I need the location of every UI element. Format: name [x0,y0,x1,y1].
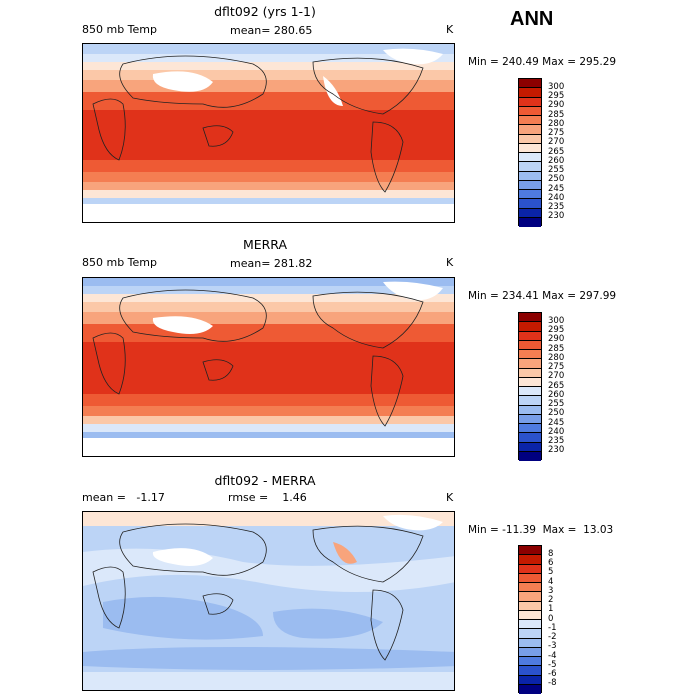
panel3-colorbar [518,545,542,694]
colorbar-tick-label: -8 [548,678,557,688]
colorbar-tick-label: 280 [548,353,565,363]
panel1-title: dflt092 (yrs 1-1) [214,4,316,19]
colorbar-tick-label: 250 [548,408,565,418]
colorbar-tick-label: 240 [548,193,565,203]
colorbar-tick-label: 275 [548,362,565,372]
panel3-mean-label: mean = -1.17 [82,491,165,504]
colorbar-tick-label: 4 [548,577,554,587]
panel2-temperature-map [82,277,455,457]
panel2-unit-label: K [446,256,454,269]
panel1-minmax: Min = 240.49 Max = 295.29 [468,56,617,68]
colorbar-tick-label: 260 [548,156,565,166]
colorbar-tick-label: -3 [548,641,557,651]
panel3-title: dflt092 - MERRA [214,473,316,488]
colorbar-tick-label: 290 [548,100,565,110]
panel3-unit-label: K [446,491,454,504]
colorbar-tick-label: 255 [548,165,565,175]
colorbar-tick-label: 285 [548,110,565,120]
panel1-mean-label: mean= 280.65 [230,24,313,37]
colorbar-tick-label: -6 [548,669,557,679]
colorbar-tick-label: 235 [548,436,565,446]
colorbar-tick-label: 265 [548,381,565,391]
panel2-variable-label: 850 mb Temp [82,256,158,269]
panel1-unit-label: K [446,23,454,36]
panel1-variable-label: 850 mb Temp [82,23,158,36]
colorbar-tick-label: 3 [548,586,554,596]
colorbar-tick-label: 230 [548,445,565,455]
colorbar-tick-label: 235 [548,202,565,212]
colorbar-tick-label: 295 [548,325,565,335]
colorbar-tick-label: 5 [548,567,554,577]
season-label: ANN [510,8,554,30]
panel1-colorbar [518,78,542,227]
colorbar-tick-label: 295 [548,91,565,101]
colorbar-tick-label: 245 [548,418,565,428]
panel2-colorbar [518,312,542,461]
colorbar-tick-label: 270 [548,371,565,381]
colorbar-tick-label: -5 [548,660,557,670]
colorbar-tick-label: 8 [548,549,554,559]
colorbar-tick-label: -2 [548,632,557,642]
colorbar-tick-label: 230 [548,211,565,221]
colorbar-tick-label: 300 [548,82,565,92]
colorbar-tick-label: 1 [548,604,554,614]
colorbar-tick-label: 280 [548,119,565,129]
colorbar-tick-label: 240 [548,427,565,437]
colorbar-tick-label: 255 [548,399,565,409]
colorbar-tick-label: -1 [548,623,557,633]
colorbar-tick-label: 245 [548,184,565,194]
colorbar-tick-label: 285 [548,344,565,354]
colorbar-tick-label: 2 [548,595,554,605]
colorbar-tick-label: -4 [548,651,557,661]
panel2-mean-label: mean= 281.82 [230,257,313,270]
panel3-difference-map [82,511,455,691]
colorbar-tick-label: 275 [548,128,565,138]
colorbar-tick-label: 260 [548,390,565,400]
colorbar-tick-label: 250 [548,174,565,184]
panel3-minmax: Min = -11.39 Max = 13.03 [468,524,614,536]
panel1-temperature-map [82,43,455,223]
colorbar-tick-label: 265 [548,147,565,157]
colorbar-tick-label: 300 [548,316,565,326]
panel2-minmax: Min = 234.41 Max = 297.99 [468,290,617,302]
colorbar-tick-label: 6 [548,558,554,568]
panel2-title: MERRA [242,237,288,252]
colorbar-tick-label: 290 [548,334,565,344]
colorbar-tick-label: 0 [548,614,554,624]
colorbar-tick-label: 270 [548,137,565,147]
panel3-rmse-label: rmse = 1.46 [228,491,307,504]
